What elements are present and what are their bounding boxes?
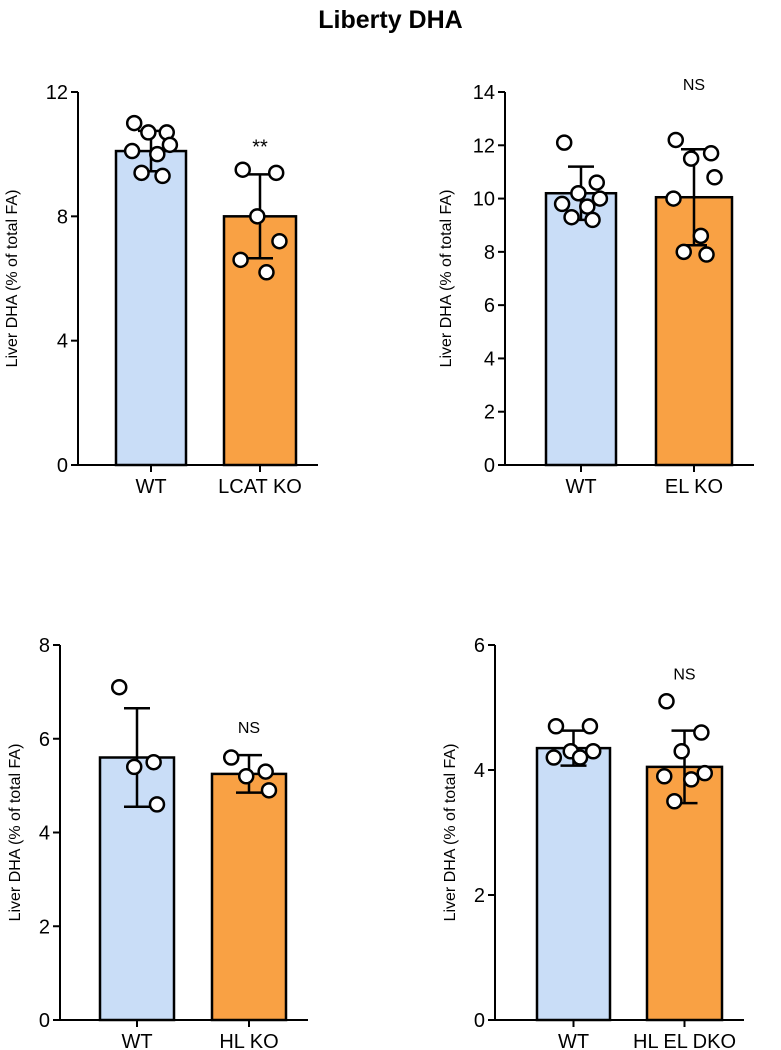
data-point <box>257 763 274 780</box>
data-point <box>667 131 685 149</box>
data-point <box>140 124 157 141</box>
data-point <box>545 749 563 766</box>
x-tick-label: LCAT KO <box>218 476 302 498</box>
y-tick-label: 0 <box>484 455 495 477</box>
data-point <box>234 161 251 178</box>
data-point <box>547 718 565 735</box>
y-tick-label: 4 <box>39 823 50 845</box>
data-point <box>125 758 143 776</box>
data-point <box>702 145 720 162</box>
data-point <box>706 169 723 186</box>
data-point <box>696 764 713 782</box>
data-point <box>145 753 162 771</box>
data-point <box>571 749 589 766</box>
x-tick-label: WT <box>135 476 166 498</box>
y-tick-label: 10 <box>473 189 495 211</box>
y-tick-label: 2 <box>484 402 495 424</box>
y-tick-label: 4 <box>57 331 68 353</box>
data-point <box>260 782 278 799</box>
data-point <box>148 796 166 813</box>
x-tick-label: WT <box>565 476 596 498</box>
y-axis-label: Liver DHA (% of total FA) <box>7 744 24 922</box>
x-tick-label: EL KO <box>665 476 723 498</box>
data-point <box>125 114 143 132</box>
y-tick-label: 12 <box>473 135 495 157</box>
y-tick-label: 6 <box>39 729 50 751</box>
y-tick-label: 8 <box>39 635 50 657</box>
y-tick-label: 6 <box>474 635 485 657</box>
x-tick-label: WT <box>121 1031 152 1050</box>
x-tick-label: WT <box>558 1031 589 1050</box>
data-point <box>249 208 266 225</box>
data-point <box>579 198 596 215</box>
x-tick-label: HL KO <box>219 1031 278 1050</box>
bar-wt <box>114 149 188 467</box>
data-point <box>591 190 609 207</box>
data-point <box>584 211 601 229</box>
data-point <box>692 227 710 245</box>
significance-label: ** <box>252 137 268 159</box>
y-tick-label: 0 <box>57 455 68 477</box>
chart-2: 0 2 4 6 8 10 12 14 Liver DHA (% of total FA) WT EL… <box>438 77 754 498</box>
significance-label: NS <box>238 720 260 737</box>
y-tick-label: 8 <box>57 206 68 228</box>
data-point <box>656 768 673 785</box>
data-point <box>563 208 580 226</box>
data-point <box>570 184 587 202</box>
data-point <box>237 768 255 785</box>
y-tick-label: 4 <box>484 348 495 370</box>
data-point <box>682 150 700 167</box>
y-axis-label: Liver DHA (% of total FA) <box>4 190 21 368</box>
x-tick-label: HL EL DKO <box>633 1031 736 1050</box>
data-point <box>267 164 285 182</box>
data-point <box>658 693 675 710</box>
data-point <box>110 678 128 696</box>
y-tick-label: 4 <box>474 760 485 782</box>
y-tick-label: 0 <box>39 1010 50 1032</box>
figure-title: Liberty DHA <box>318 6 463 34</box>
data-point <box>666 793 683 810</box>
data-point <box>584 743 602 760</box>
data-point <box>683 771 700 788</box>
data-point <box>133 164 150 182</box>
data-point <box>154 167 171 185</box>
y-tick-label: 2 <box>474 885 485 907</box>
y-axis-label: Liver DHA (% of total FA) <box>442 744 459 922</box>
y-tick-label: 0 <box>474 1010 485 1032</box>
data-point <box>665 190 682 207</box>
data-point <box>258 264 275 281</box>
chart-1: 0 4 8 12 Liver DHA (% of total FA) WT LCAT KO *… <box>4 82 318 498</box>
data-point <box>149 145 166 163</box>
data-point <box>555 134 573 151</box>
y-tick-label: 6 <box>484 295 495 317</box>
y-axis-label: Liver DHA (% of total FA) <box>438 190 455 368</box>
bar-ko <box>645 765 724 1022</box>
y-tick-label: 12 <box>46 82 68 104</box>
chart-4: 0 2 4 6 Liver DHA (% of total FA) WT HL EL DKO… <box>442 635 744 1050</box>
chart-3: 0 2 4 6 8 Liver DHA (% of total FA) WT HL KO NS <box>7 635 308 1050</box>
data-point <box>673 743 690 760</box>
data-point <box>675 243 692 261</box>
data-point <box>222 749 240 766</box>
data-point <box>123 142 141 160</box>
data-point <box>161 136 179 154</box>
bar-wt <box>535 746 612 1022</box>
data-point <box>553 195 571 213</box>
significance-label: NS <box>683 77 705 94</box>
bar-ko <box>210 772 288 1022</box>
bar-wt <box>544 191 618 467</box>
data-point <box>693 724 710 741</box>
y-tick-label: 2 <box>39 916 50 938</box>
y-tick-label: 8 <box>484 242 495 264</box>
data-point <box>271 232 288 250</box>
y-tick-label: 14 <box>473 82 495 104</box>
data-point <box>581 718 599 735</box>
data-point <box>588 174 605 191</box>
data-point <box>232 251 249 269</box>
significance-label: NS <box>673 666 695 683</box>
data-point <box>698 246 715 263</box>
